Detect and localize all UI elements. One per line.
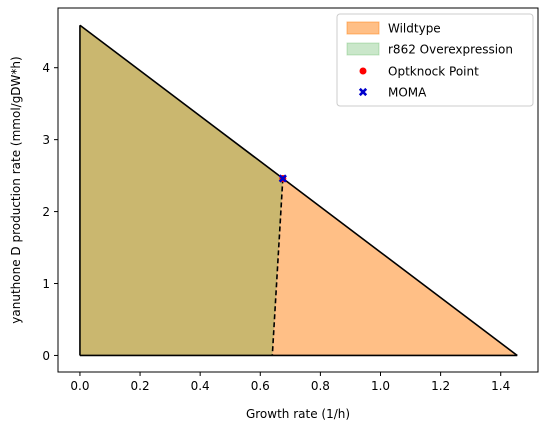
legend-label-moma: MOMA [388, 86, 427, 100]
wildtype-upper-line [79, 24, 518, 357]
y-axis-label: yanuthone D production rate (mmol/gDW*h) [9, 56, 23, 323]
legend-swatch-wildtype [346, 21, 380, 35]
plot-outlines [79, 24, 518, 357]
fill-r862-overexpression [79, 25, 283, 356]
x-tick-label: 1.4 [491, 379, 510, 393]
y-axis-ticks: 0 1 2 3 4 [42, 61, 58, 363]
x-tick-label: 0.0 [70, 379, 89, 393]
x-axis-label: Growth rate (1/h) [246, 407, 350, 421]
x-tick-label: 1.2 [431, 379, 450, 393]
legend-swatch-r862-overexpression [346, 42, 380, 56]
legend: Wildtype r862 Overexpression Optknock Po… [336, 13, 534, 107]
point-moma [278, 174, 287, 183]
x-tick-label: 0.2 [131, 379, 150, 393]
y-tick-label: 3 [42, 133, 50, 147]
legend-box [336, 13, 534, 107]
legend-marker-moma [358, 87, 368, 97]
legend-label-wildtype: Wildtype [388, 22, 441, 36]
y-tick-label: 4 [42, 61, 50, 75]
y-tick-label: 2 [42, 205, 50, 219]
x-tick-label: 0.8 [311, 379, 330, 393]
x-tick-label: 1.0 [371, 379, 390, 393]
plot-points [278, 174, 287, 183]
x-axis-ticks: 0.0 0.2 0.4 0.6 0.8 1.0 1.2 1.4 [70, 372, 510, 393]
overexpression-dashed-line [271, 178, 284, 356]
x-tick-label: 0.4 [191, 379, 210, 393]
legend-label-optknock-point: Optknock Point [388, 65, 479, 79]
legend-label-r862-overexpression: r862 Overexpression [388, 43, 513, 57]
y-tick-label: 1 [42, 277, 50, 291]
plot-frame [57, 7, 539, 373]
legend-marker-optknock-point [359, 67, 367, 75]
x-tick-label: 0.6 [251, 379, 270, 393]
y-tick-label: 0 [42, 349, 50, 363]
